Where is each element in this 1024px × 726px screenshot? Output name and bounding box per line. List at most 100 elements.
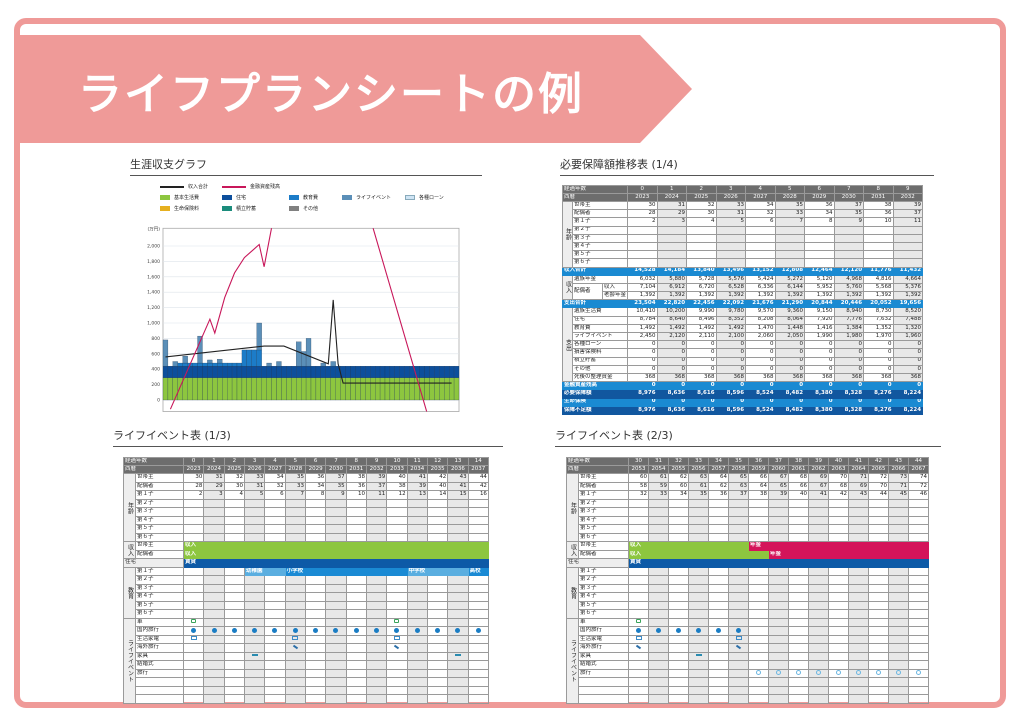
bar-3-year-4 xyxy=(182,355,188,364)
empty-cell xyxy=(868,694,890,704)
empty-cell xyxy=(828,592,850,602)
value-cell: 37 xyxy=(325,473,347,483)
empty-cell xyxy=(908,600,930,610)
car-icon xyxy=(636,619,642,624)
value-cell xyxy=(728,532,750,542)
bar-0-year-35 xyxy=(335,377,341,401)
empty-cell xyxy=(768,685,790,695)
row-label: 各種ローン xyxy=(571,340,629,350)
elapsed-cell: 1 xyxy=(203,457,225,466)
event-cell xyxy=(284,626,306,636)
value-cell: 1,392 xyxy=(686,291,717,301)
value-cell: 10 xyxy=(863,217,894,227)
event-cell xyxy=(183,617,205,627)
table-row: 配偶者 収入 xyxy=(124,549,489,559)
event-cell xyxy=(406,660,428,670)
table-row: 収入合計 14,528 14,184 13,840 13,496 13,152 12,808… xyxy=(561,266,924,276)
value-cell: 7,488 xyxy=(892,315,924,325)
value-cell xyxy=(828,524,850,534)
empty-cell xyxy=(426,575,449,585)
value-cell: 0 xyxy=(686,356,717,366)
value-cell xyxy=(868,524,890,534)
elapsed-cell: 32 xyxy=(668,457,690,466)
value-cell xyxy=(888,524,910,534)
table-row: 死後の整理資金 368 368 368 368 368 368 368 368 368 368 xyxy=(563,372,924,383)
bar-0-year-13 xyxy=(227,377,233,401)
value-cell: 28 xyxy=(627,209,658,219)
year-cell: 2025 xyxy=(686,193,717,202)
event-cell xyxy=(648,643,670,653)
bar-0-year-48 xyxy=(399,377,405,401)
empty-cell xyxy=(467,583,489,593)
value-cell: 5 xyxy=(243,490,266,500)
empty-cell xyxy=(688,575,710,585)
value-cell xyxy=(264,524,286,534)
year-cell: 2030 xyxy=(325,465,347,474)
event-cell xyxy=(203,651,225,661)
event-cell xyxy=(284,634,306,644)
y-tick-label: 0 xyxy=(157,398,160,404)
value-cell: 33 xyxy=(648,490,670,500)
empty-cell xyxy=(688,685,710,695)
empty-cell xyxy=(365,609,388,619)
value-cell xyxy=(688,515,710,525)
value-cell: 0 xyxy=(804,381,835,391)
value-cell xyxy=(828,515,850,525)
event-cell xyxy=(708,643,730,653)
empty-cell xyxy=(668,566,690,576)
bar-1-year-55 xyxy=(434,365,440,378)
empty-cell xyxy=(648,677,670,687)
bar-2-year-12 xyxy=(222,362,228,367)
row-label: 家具 xyxy=(134,651,185,661)
event-cell xyxy=(467,660,489,670)
bar-2-year-7 xyxy=(197,362,203,367)
value-cell xyxy=(668,532,690,542)
value-cell xyxy=(183,515,205,525)
event-cell xyxy=(467,651,489,661)
value-cell: 2 xyxy=(627,217,658,227)
empty-cell xyxy=(668,694,690,704)
bar-1-year-42 xyxy=(370,365,376,378)
empty-cell xyxy=(848,566,870,576)
plane-icon xyxy=(635,644,642,649)
value-cell: 37 xyxy=(365,481,388,491)
value-cell: 72 xyxy=(868,473,890,483)
table-row xyxy=(567,694,930,704)
row-label: 死後の整理資金 xyxy=(571,372,629,383)
table-row: 年齢 世帯主 30 31 32 33 34 35 36 37 38 39 40 41 42 43 44 xyxy=(123,473,489,542)
value-cell: 10,410 xyxy=(627,307,658,317)
value-cell: 41 xyxy=(406,473,428,483)
row-label: 第１子 xyxy=(577,566,630,576)
table-row: 第６子 xyxy=(563,258,924,268)
value-cell: 42 xyxy=(828,490,850,500)
event-cell xyxy=(386,651,408,661)
event-cell xyxy=(668,626,690,636)
empty-cell xyxy=(888,566,910,576)
elapsed-cell: 30 xyxy=(628,457,650,466)
legend-swatch xyxy=(289,195,299,200)
event-cell xyxy=(628,651,650,661)
value-cell xyxy=(426,532,449,542)
table-row: 配偶者 28 29 30 31 32 33 34 35 36 37 xyxy=(563,209,924,219)
value-cell xyxy=(627,233,658,243)
event-cell xyxy=(708,626,730,636)
empty-cell xyxy=(264,600,286,610)
value-cell: 66 xyxy=(788,481,810,491)
value-cell xyxy=(848,524,870,534)
value-cell: 0 xyxy=(833,356,865,366)
empty-cell xyxy=(728,677,750,687)
event-cell xyxy=(888,626,910,636)
value-cell: 1,392 xyxy=(892,291,924,301)
event-cell xyxy=(768,634,790,644)
empty-cell xyxy=(808,583,830,593)
year-cell: 2028 xyxy=(284,465,306,474)
legend-label: その他 xyxy=(303,206,319,212)
value-cell: 0 xyxy=(686,348,717,358)
empty-cell xyxy=(183,609,205,619)
value-cell: 0 xyxy=(863,381,894,391)
value-cell: 8,380 xyxy=(804,405,835,415)
page-title: ライフプランシートの例 xyxy=(78,69,584,120)
empty-cell xyxy=(668,575,690,585)
value-cell xyxy=(304,498,327,508)
empty-cell xyxy=(708,592,730,602)
